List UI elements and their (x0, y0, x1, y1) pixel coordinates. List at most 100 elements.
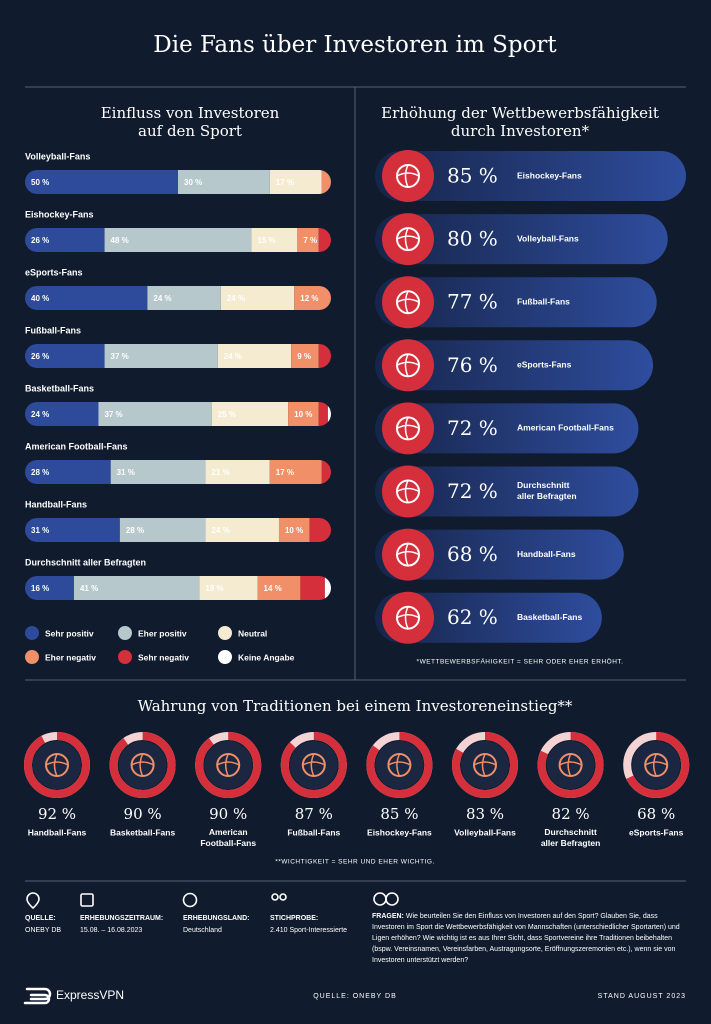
value-label: 9 % (297, 352, 311, 361)
bar-segment (199, 576, 258, 600)
footer-icons (26, 892, 399, 910)
icon-ball-seam (396, 543, 420, 566)
bottom-date: STAND AUGUST 2023 (598, 993, 686, 1000)
value-label: 68 % (637, 805, 675, 823)
value-label: 24 % (212, 526, 230, 535)
icon-ball-seam (644, 753, 668, 777)
ring-center (204, 741, 253, 789)
icon-ball-seam (396, 606, 420, 630)
bar-segment (309, 518, 331, 542)
icon-people (279, 893, 287, 901)
bar-segment (98, 402, 212, 426)
value-label: 85 % (380, 805, 418, 823)
value-label: 90 % (209, 805, 247, 823)
value-label: 37 % (104, 410, 122, 419)
bar (375, 340, 654, 391)
value-label: 80 % (447, 227, 498, 251)
bar-segment (220, 286, 295, 310)
ring-arc (366, 732, 433, 798)
value-label: 62 % (447, 605, 498, 629)
bar-segment (25, 286, 148, 310)
category-label: Volleyball-Fans (454, 827, 516, 837)
value-label: 41 % (80, 584, 98, 593)
value-label: 31 % (117, 468, 135, 477)
ring-center (632, 741, 681, 789)
bar-segment (104, 344, 218, 368)
icon-badge (382, 339, 434, 392)
footer-value: Deutschland (183, 927, 222, 934)
footer-value: ONEBY DB (25, 927, 61, 934)
value-label: 16 % (31, 584, 49, 593)
value-label: 10 % (285, 526, 303, 535)
icon-ball-seam (396, 417, 420, 440)
category-label: eSports-Fans (517, 360, 572, 370)
icon-badge (382, 591, 434, 644)
value-label: 83 % (466, 805, 504, 823)
category-label: Durchschnitt aller Befragten (541, 827, 601, 848)
ring-arc (452, 732, 518, 798)
icon-badge (382, 276, 434, 329)
brand-logo (23, 987, 52, 1005)
bar-segment (251, 228, 298, 252)
bar-segment (297, 228, 319, 252)
value-label: 50 % (31, 178, 49, 187)
value-label: 72 % (447, 416, 498, 440)
legend-swatch (25, 626, 39, 640)
questions: FRAGEN: Wie beurteilen Sie den Einfluss … (372, 911, 686, 966)
value-label: 26 % (31, 236, 49, 245)
value-label: 21 % (212, 468, 230, 477)
footer-value: 15.08. – 16.08.2023 (80, 927, 142, 934)
ring-center (33, 741, 81, 789)
legend-swatch (218, 626, 232, 640)
legend-swatch (118, 650, 132, 664)
value-label: 17 % (276, 468, 294, 477)
category-label: American Football-Fans (517, 423, 614, 433)
bar (375, 466, 639, 517)
logo-mark (23, 987, 52, 1005)
category-label: Fußball-Fans (287, 827, 340, 837)
category-label: Fußball-Fans (517, 296, 570, 306)
bar-segment (318, 344, 331, 368)
footer-label: ERHEBUNGSZEITRAUM: (80, 915, 163, 922)
icon-ball-seam (559, 753, 582, 777)
category-label: Durchschnitt aller Befragten (25, 557, 146, 567)
bar-segment (318, 228, 331, 252)
category-label: Handball-Fans (517, 549, 576, 559)
bar-segment (321, 460, 331, 484)
ring-center (289, 741, 338, 789)
bar-segment (294, 286, 331, 310)
bar (375, 214, 668, 265)
value-label: 37 % (111, 352, 129, 361)
bar (375, 151, 686, 201)
icon-ball-seam (388, 753, 411, 777)
legend-swatch (118, 626, 132, 640)
category-label: Eishockey-Fans (25, 209, 94, 219)
bar-segment (73, 576, 200, 600)
icon-ball-seam (396, 227, 420, 251)
value-label: 24 % (227, 294, 245, 303)
ring-center (546, 741, 595, 789)
icon-ball-seam (396, 353, 420, 377)
category-label: American Football-Fans (25, 441, 128, 451)
category-label: Handball-Fans (28, 827, 87, 837)
bar-segment (25, 518, 120, 542)
bar-segment (288, 402, 319, 426)
bar-segment (324, 576, 331, 600)
icon-pin (26, 892, 40, 910)
bar-segment (205, 518, 279, 542)
icon-badge (382, 213, 434, 266)
bar-segment (25, 576, 74, 600)
value-label: 40 % (31, 294, 49, 303)
bar-segment (300, 576, 325, 600)
legend-label: Neutral (238, 628, 267, 638)
legend-label: Eher positiv (138, 628, 187, 638)
bar-segment (178, 170, 270, 194)
bar (375, 592, 602, 643)
footer-value: 2.410 Sport-Interessierte (270, 927, 347, 934)
bar-segment (119, 518, 206, 542)
value-label: 24 % (224, 352, 242, 361)
value-label: 77 % (447, 290, 498, 314)
bar-segment (291, 344, 319, 368)
category-label: Basketball-Fans (517, 612, 582, 622)
